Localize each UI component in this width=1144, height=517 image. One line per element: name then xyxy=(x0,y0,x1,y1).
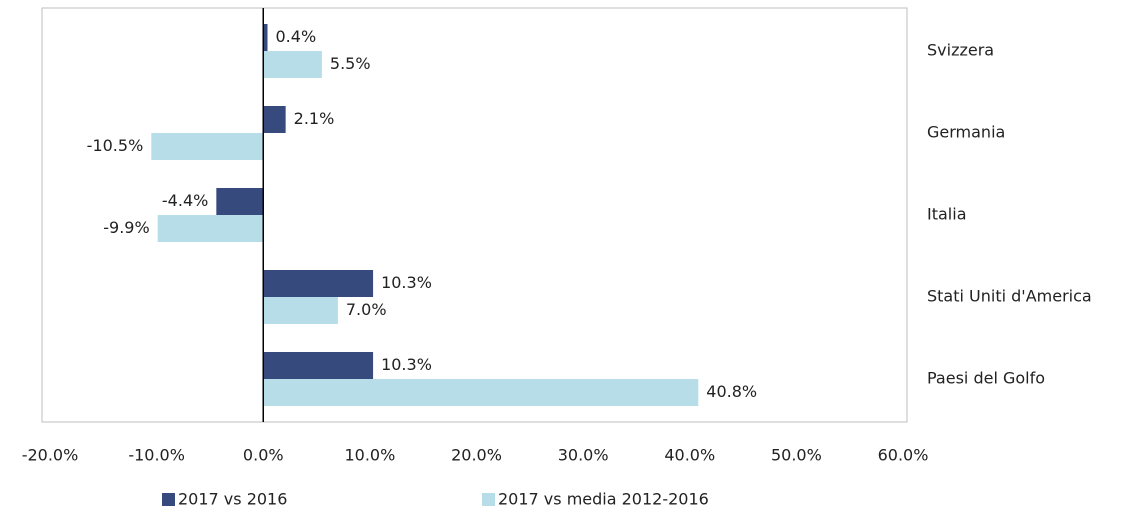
bar xyxy=(263,379,699,406)
bar xyxy=(216,188,264,215)
legend-label: 2017 vs media 2012-2016 xyxy=(498,490,709,509)
value-label: -10.5% xyxy=(87,136,144,155)
bar xyxy=(263,106,286,133)
bar xyxy=(157,215,264,242)
x-tick-label: -20.0% xyxy=(22,446,79,465)
value-label: 0.4% xyxy=(276,27,317,46)
legend-label: 2017 vs 2016 xyxy=(178,490,287,509)
x-tick-label: 30.0% xyxy=(558,446,609,465)
category-label: Germania xyxy=(927,123,1005,142)
category-label: Paesi del Golfo xyxy=(927,369,1045,388)
bar xyxy=(263,24,268,51)
bar xyxy=(263,352,374,379)
x-tick-label: 50.0% xyxy=(771,446,822,465)
value-label: 10.3% xyxy=(381,355,432,374)
x-tick-label: 10.0% xyxy=(344,446,395,465)
x-tick-label: 60.0% xyxy=(878,446,929,465)
category-label: Stati Uniti d'America xyxy=(927,287,1092,306)
plot-frame xyxy=(41,7,908,423)
x-tick-label: -10.0% xyxy=(128,446,185,465)
value-label: 7.0% xyxy=(346,300,387,319)
bar xyxy=(263,270,374,297)
value-label: 40.8% xyxy=(706,382,757,401)
legend-swatch xyxy=(162,493,175,506)
category-label: Italia xyxy=(927,205,967,224)
category-label: Svizzera xyxy=(927,41,994,60)
bar xyxy=(263,51,322,78)
x-tick-label: 0.0% xyxy=(243,446,284,465)
bar xyxy=(151,133,264,160)
value-label: -4.4% xyxy=(162,191,208,210)
value-label: 5.5% xyxy=(330,54,371,73)
value-label: 10.3% xyxy=(381,273,432,292)
value-label: 2.1% xyxy=(294,109,335,128)
x-tick-label: 40.0% xyxy=(664,446,715,465)
x-tick-label: 20.0% xyxy=(451,446,502,465)
value-label: -9.9% xyxy=(103,218,149,237)
legend-swatch xyxy=(482,493,495,506)
bar xyxy=(263,297,338,324)
